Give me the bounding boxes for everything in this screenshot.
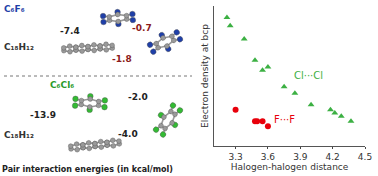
svg-text:4.5: 4.5 [358, 152, 372, 162]
svg-text:Electron density at bcp: Electron density at bcp [200, 24, 210, 128]
svg-text:-13.9: -13.9 [30, 110, 56, 120]
svg-text:3.9: 3.9 [293, 152, 308, 162]
svg-text:-0.7: -0.7 [132, 23, 152, 33]
svg-text:3.6: 3.6 [261, 152, 276, 162]
svg-text:Pair interaction energies (in: Pair interaction energies (in kcal/mol) [2, 165, 173, 174]
svg-text:C₆F₆: C₆F₆ [4, 4, 25, 14]
svg-text:C₆Cl₆: C₆Cl₆ [50, 80, 74, 90]
svg-text:-7.4: -7.4 [60, 26, 80, 36]
svg-text:3.3: 3.3 [228, 152, 242, 162]
svg-text:-4.0: -4.0 [118, 129, 138, 139]
svg-text:-1.8: -1.8 [112, 54, 132, 64]
svg-text:C₁₈H₁₂: C₁₈H₁₂ [4, 130, 34, 140]
svg-text:F···F: F···F [274, 114, 295, 125]
svg-text:-2.0: -2.0 [128, 92, 148, 102]
svg-text:C₁₈H₁₂: C₁₈H₁₂ [4, 42, 34, 52]
svg-text:4.2: 4.2 [325, 152, 339, 162]
svg-text:Cl···Cl: Cl···Cl [294, 70, 323, 81]
svg-text:Halogen-halogen distance: Halogen-halogen distance [231, 162, 349, 172]
